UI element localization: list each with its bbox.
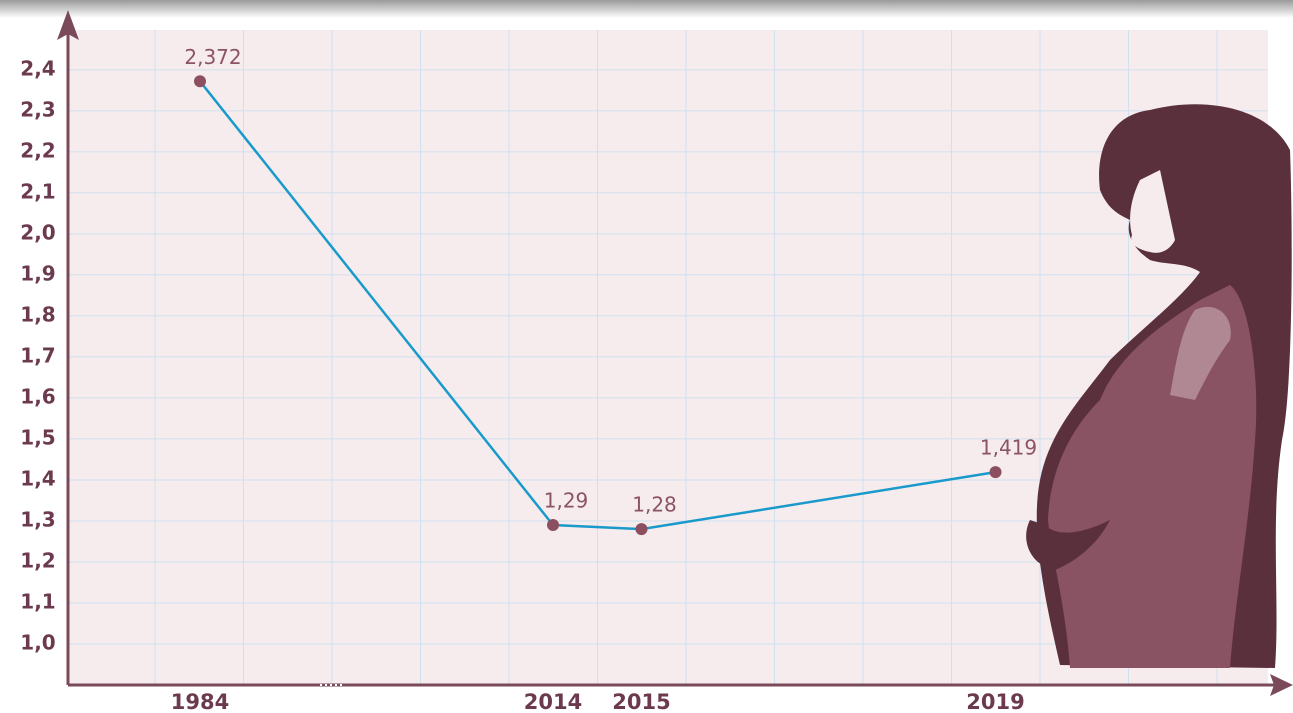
value-label: 2,372 bbox=[184, 45, 241, 69]
top-shadow bbox=[0, 0, 1293, 18]
point bbox=[547, 519, 559, 531]
point bbox=[194, 75, 206, 87]
x-tick-label: 2014 bbox=[524, 690, 582, 713]
value-label: 1,29 bbox=[544, 489, 589, 513]
point bbox=[636, 523, 648, 535]
value-label: 1,28 bbox=[632, 493, 677, 517]
y-tick-label: 1,1 bbox=[20, 589, 55, 613]
y-tick-label: 1,5 bbox=[20, 425, 55, 449]
y-tick-label: 1,2 bbox=[20, 548, 55, 572]
y-tick-label: 1,9 bbox=[20, 261, 55, 285]
y-tick-label: 2,4 bbox=[20, 56, 55, 80]
y-tick-label: 1,4 bbox=[20, 466, 55, 490]
y-tick-label: 2,2 bbox=[20, 138, 55, 162]
x-tick-label: 2019 bbox=[966, 690, 1024, 713]
y-tick-label: 1,3 bbox=[20, 507, 55, 531]
value-label: 1,419 bbox=[980, 436, 1037, 460]
y-tick-label: 2,0 bbox=[20, 220, 55, 244]
y-tick-label: 2,1 bbox=[20, 179, 55, 203]
y-tick-label: 2,3 bbox=[20, 97, 55, 121]
chart: 1,0 1,1 1,2 1,3 1,4 1,5 1,6 1,7 1,8 1,9 2,0 2,1 2,2 2… bbox=[0, 0, 1293, 713]
x-tick-label: 2015 bbox=[612, 690, 670, 713]
y-tick-label: 1,6 bbox=[20, 384, 55, 408]
point bbox=[990, 466, 1002, 478]
y-tick-label: 1,0 bbox=[20, 630, 55, 654]
y-tick-label: 1,8 bbox=[20, 302, 55, 326]
x-tick-label: 1984 bbox=[171, 690, 229, 713]
y-tick-label: 1,7 bbox=[20, 343, 55, 367]
